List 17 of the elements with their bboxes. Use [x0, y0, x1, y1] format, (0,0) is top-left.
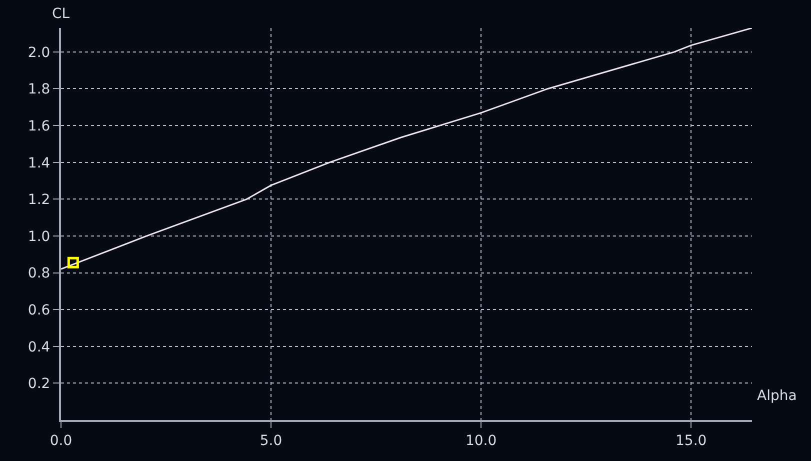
y-tick-label: 0.4 [28, 339, 50, 356]
x-tick-label: 0.0 [50, 432, 72, 449]
y-axis-title: CL [52, 6, 70, 22]
x-tick-label: 15.0 [676, 432, 707, 449]
x-tick-label: 5.0 [260, 432, 282, 449]
y-tick-label: 1.6 [28, 118, 50, 134]
y-tick-label: 1.4 [28, 155, 50, 172]
y-tick-label: 1.2 [28, 192, 50, 208]
line-series [61, 28, 752, 270]
x-axis-title: Alpha [757, 388, 797, 404]
y-tick-label: 1.8 [28, 82, 50, 98]
x-tick-label: 10.0 [465, 432, 497, 449]
y-tick-label: 0.8 [28, 266, 50, 282]
y-tick-label: 1.0 [28, 228, 50, 245]
y-tick-label: 2.0 [28, 44, 50, 61]
y-tick-label: 0.6 [28, 302, 50, 318]
y-tick-label: 0.2 [28, 376, 50, 392]
